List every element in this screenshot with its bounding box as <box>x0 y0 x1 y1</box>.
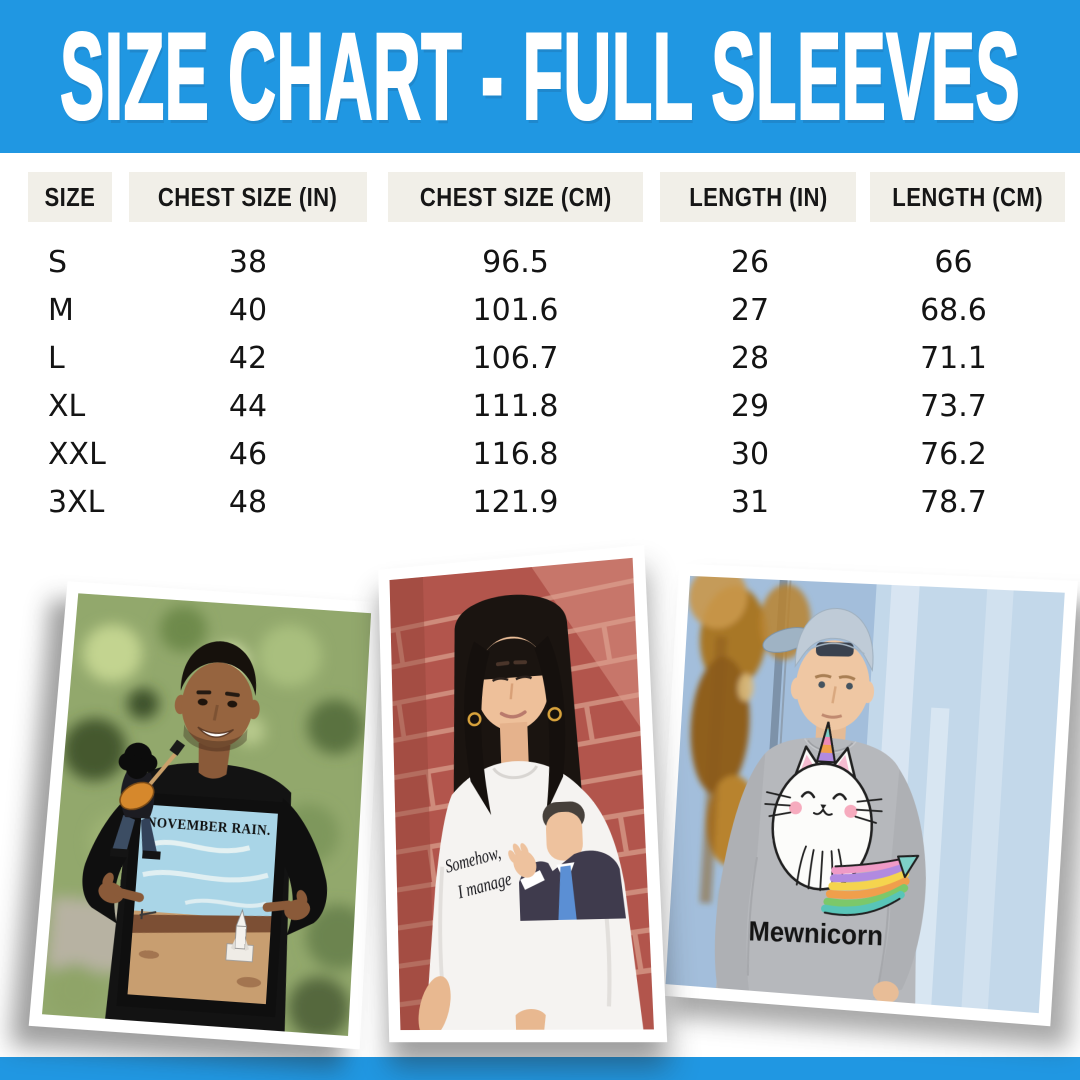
column-header-chest-cm: CHEST SIZE (CM) <box>388 172 643 222</box>
svg-text:Somehow,: Somehow, <box>443 842 503 877</box>
cell-chest-cm: 101.6 <box>472 292 559 328</box>
cell-chest-in: 40 <box>228 292 268 328</box>
header-banner: SIZE CHART - FULL SLEEVES <box>0 0 1080 153</box>
table-row: XXL 46 116.8 30 76.2 <box>0 430 1080 478</box>
table-row: 3XL 48 121.9 31 78.7 <box>0 478 1080 526</box>
cell-length-cm: 76.2 <box>920 436 987 472</box>
cell-chest-cm: 106.7 <box>472 340 559 376</box>
svg-text:I manage: I manage <box>455 868 514 903</box>
cell-length-in: 27 <box>730 292 770 328</box>
cell-size: L <box>48 340 65 376</box>
photo-november-rain-illustration: NOVEMBER RAIN. <box>42 593 372 1036</box>
photo-mewnicorn-tee: Mewnicorn <box>653 563 1078 1027</box>
table-row: M 40 101.6 27 68.6 <box>0 286 1080 334</box>
print-office-man-illustration <box>506 800 626 921</box>
column-header-size: SIZE <box>28 172 112 222</box>
cell-chest-in: 46 <box>228 436 268 472</box>
column-header-length-in: LENGTH (IN) <box>660 172 856 222</box>
photo-somehow-i-manage-tee: Somehow, I manage <box>378 544 668 1043</box>
cell-chest-in: 48 <box>228 484 268 520</box>
cell-chest-cm: 111.8 <box>472 388 559 424</box>
cell-length-in: 29 <box>730 388 770 424</box>
footer-bar <box>0 1057 1080 1080</box>
cell-length-cm: 71.1 <box>920 340 987 376</box>
cell-size: M <box>48 292 74 328</box>
print-text-mewnicorn: Mewnicorn <box>748 915 883 951</box>
cell-chest-in: 44 <box>228 388 268 424</box>
table-row: S 38 96.5 26 66 <box>0 238 1080 286</box>
table-row: L 42 106.7 28 71.1 <box>0 334 1080 382</box>
print-title-november-rain: NOVEMBER RAIN. <box>146 814 271 839</box>
cell-length-cm: 66 <box>934 244 973 280</box>
table-row: XL 44 111.8 29 73.7 <box>0 382 1080 430</box>
photo-november-rain-tee: NOVEMBER RAIN. <box>28 581 384 1050</box>
cell-size: 3XL <box>48 484 105 520</box>
cell-chest-in: 38 <box>228 244 268 280</box>
print-text-somehow-i-manage: Somehow, I manage <box>443 842 514 903</box>
cell-chest-cm: 96.5 <box>482 244 549 280</box>
cell-length-in: 30 <box>730 436 770 472</box>
cell-chest-in: 42 <box>228 340 268 376</box>
page-title: SIZE CHART - FULL SLEEVES <box>59 7 1020 146</box>
cell-size: XXL <box>48 436 106 472</box>
photo-mewnicorn-illustration: Mewnicorn <box>665 575 1065 1014</box>
cell-size: XL <box>48 388 86 424</box>
cell-length-in: 26 <box>730 244 770 280</box>
print-mewnicorn-cat: Mewnicorn <box>748 718 926 952</box>
table-header-row: SIZE CHEST SIZE (IN) CHEST SIZE (CM) LEN… <box>0 172 1080 222</box>
photo-somehow-i-manage-illustration: Somehow, I manage <box>389 557 654 1031</box>
cell-length-in: 28 <box>730 340 770 376</box>
column-header-length-cm: LENGTH (CM) <box>870 172 1065 222</box>
size-table: SIZE CHEST SIZE (IN) CHEST SIZE (CM) LEN… <box>0 172 1080 526</box>
cell-length-cm: 78.7 <box>920 484 987 520</box>
cell-length-cm: 68.6 <box>920 292 987 328</box>
cell-chest-cm: 116.8 <box>472 436 559 472</box>
cell-length-cm: 73.7 <box>920 388 987 424</box>
cell-chest-cm: 121.9 <box>472 484 559 520</box>
cell-length-in: 31 <box>730 484 770 520</box>
cell-size: S <box>48 244 68 280</box>
table-body: S 38 96.5 26 66 M 40 101.6 27 68.6 L 42 … <box>0 238 1080 526</box>
column-header-chest-in: CHEST SIZE (IN) <box>129 172 367 222</box>
